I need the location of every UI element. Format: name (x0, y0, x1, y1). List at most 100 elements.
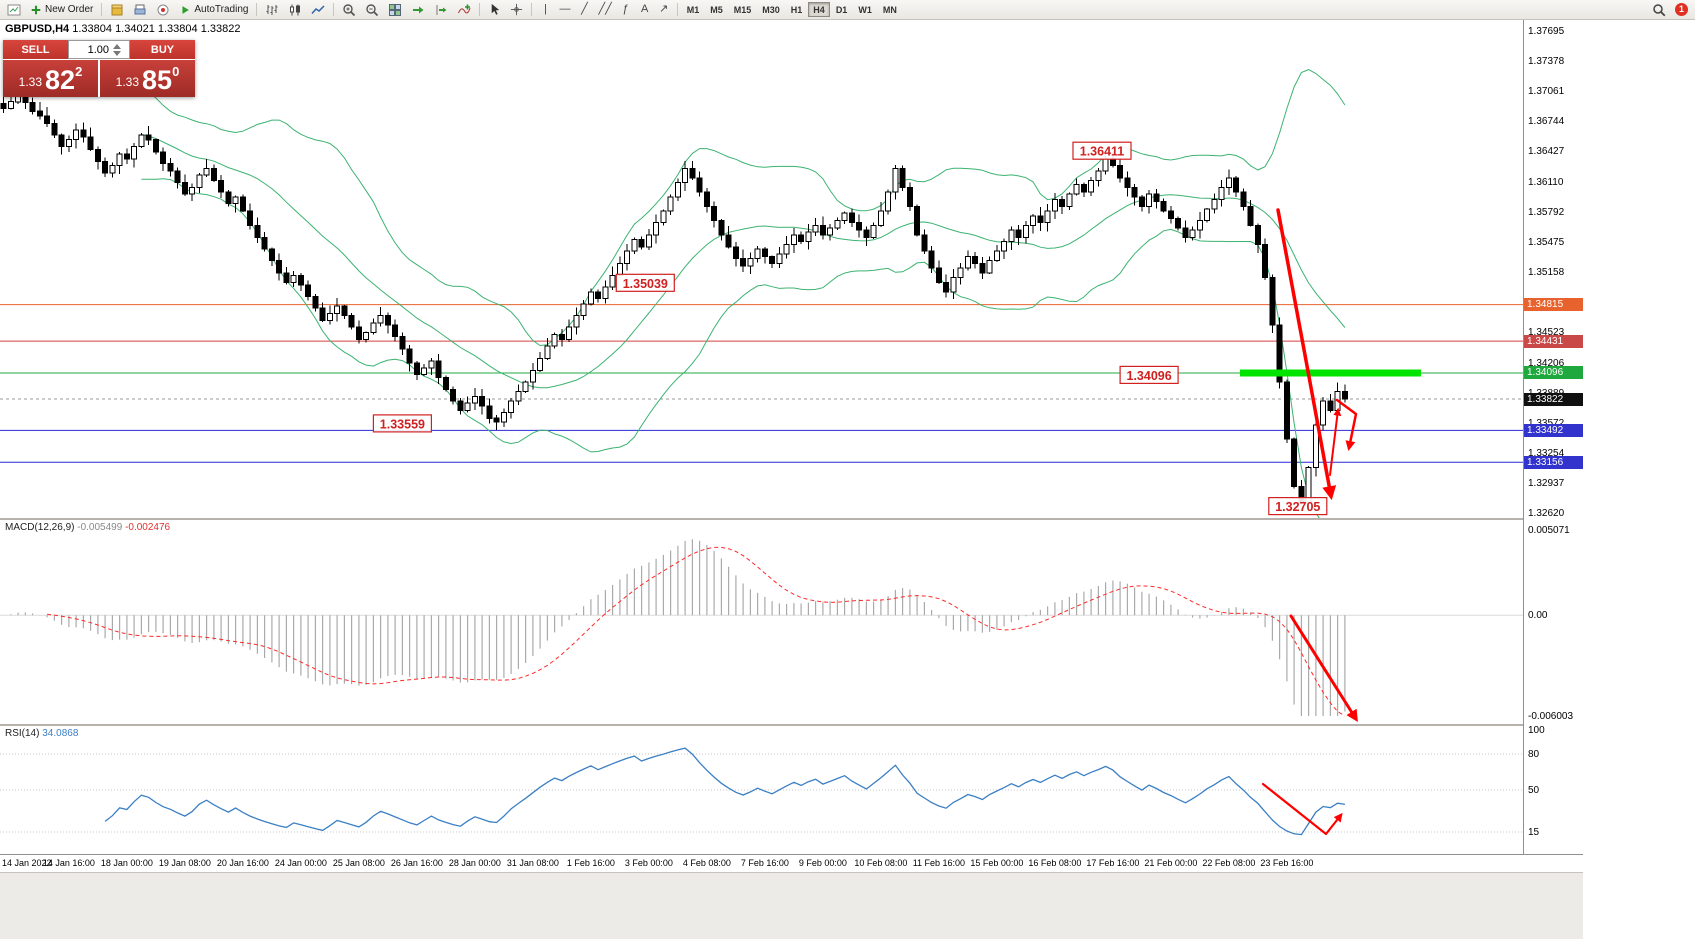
cursor-button[interactable] (484, 1, 505, 18)
fibonacci-button[interactable]: ƒ (617, 1, 635, 18)
time-axis-label: 20 Jan 16:00 (216, 858, 269, 868)
symbol-title: GBPUSD,H4 (5, 23, 70, 35)
axis-tick-label: 15 (1528, 827, 1540, 838)
axis-tick-label: 1.36427 (1528, 146, 1565, 158)
axis-tick-label: 1.32937 (1528, 478, 1565, 490)
vertical-line-button[interactable]: | (536, 1, 554, 18)
candlestick-chart-button[interactable] (284, 1, 306, 18)
zoom-in-button[interactable] (338, 1, 360, 18)
equidistant-channel-button[interactable]: ╱╱ (594, 1, 615, 18)
channel-icon: ╱╱ (598, 3, 612, 15)
time-axis-label: 15 Feb 00:00 (970, 858, 1024, 868)
arrows-tool-button[interactable]: ↗ (655, 1, 673, 18)
time-axis-label: 23 Feb 16:00 (1260, 858, 1314, 868)
time-axis-label: 3 Feb 00:00 (624, 858, 673, 868)
search-icon (1653, 3, 1666, 16)
data-window-button[interactable] (152, 1, 174, 18)
volume-spinners (113, 43, 121, 56)
toolbar-separator (256, 3, 258, 16)
buy-header-button[interactable]: BUY (130, 40, 195, 59)
zoom-out-button[interactable] (361, 1, 383, 18)
tile-windows-button[interactable] (384, 1, 406, 18)
package-button[interactable] (106, 1, 128, 18)
macd-trend-arrow[interactable] (1289, 614, 1358, 723)
search-button[interactable] (1648, 1, 1670, 18)
main-chart-panel[interactable]: 1.36411 1.35039 1.34096 1.33559 1.32705 GBPU… (0, 20, 1583, 520)
rsi-trend-arrow[interactable] (1261, 782, 1343, 836)
axis-tick-label: 50 (1528, 785, 1540, 796)
timeframe-mn-button[interactable]: MN (878, 2, 902, 17)
timeframe-h1-button[interactable]: H1 (786, 2, 808, 17)
timeframe-m30-button[interactable]: M30 (757, 2, 785, 17)
volume-down-spinner[interactable] (113, 50, 121, 56)
volume-box (68, 40, 130, 59)
new-order-button[interactable]: New Order (26, 1, 97, 18)
price-annotation-labels[interactable]: 1.36411 1.35039 1.34096 1.33559 1.32705 (372, 141, 1328, 516)
notifications-button[interactable]: 1 (1671, 1, 1692, 18)
time-axis-label: 11 Feb 16:00 (912, 858, 966, 868)
rsi-canvas[interactable] (0, 726, 1523, 854)
volume-up-spinner[interactable] (113, 43, 121, 49)
axis-tick-label: 1.35792 (1528, 206, 1565, 218)
buy-button[interactable]: 1.33 85 0 (100, 60, 195, 97)
line-chart-icon (311, 4, 325, 14)
trendline-button[interactable]: ╱ (575, 1, 593, 18)
price-level-tag: 1.33492 (1524, 423, 1583, 437)
main-chart-canvas[interactable]: 1.36411 1.35039 1.34096 1.33559 1.32705 (0, 20, 1523, 518)
line-chart-button[interactable] (307, 1, 329, 18)
crosshair-button[interactable] (506, 1, 527, 18)
rsi-panel[interactable]: RSI(14) 34.0868 (0, 726, 1583, 854)
chart-shift-button[interactable] (430, 1, 452, 18)
time-axis-label: 1 Feb 16:00 (566, 858, 615, 868)
trend-arrows-layer[interactable] (1276, 208, 1358, 501)
volume-input[interactable] (69, 43, 111, 56)
bottom-strip (0, 872, 1583, 939)
timeframe-m1-button[interactable]: M1 (682, 2, 705, 17)
toolbar: New Order AutoTrading (0, 0, 1695, 20)
new-order-label: New Order (45, 4, 94, 15)
zoom-in-icon (343, 3, 356, 16)
axis-tick-label: 80 (1528, 749, 1540, 760)
indicators-icon (458, 4, 471, 13)
time-axis-label: 16 Feb 08:00 (1028, 858, 1082, 868)
timeframe-m15-button[interactable]: M15 (729, 2, 757, 17)
auto-scroll-button[interactable] (407, 1, 429, 18)
cursor-icon (492, 3, 500, 15)
time-axis-label: 31 Jan 08:00 (506, 858, 559, 868)
macd-signal-line (47, 546, 1346, 717)
axis-tick-label: 1.37695 (1528, 25, 1565, 37)
printer-icon (134, 4, 146, 14)
macd-canvas[interactable] (0, 520, 1523, 724)
package-icon (111, 4, 123, 15)
candlestick-chart-icon (290, 4, 301, 15)
print-button[interactable] (129, 1, 151, 18)
timeframe-m5-button[interactable]: M5 (705, 2, 728, 17)
autotrading-button[interactable]: AutoTrading (175, 1, 252, 18)
new-chart-button[interactable] (3, 1, 25, 18)
sell-button[interactable]: 1.33 82 2 (3, 60, 98, 97)
time-axis[interactable]: 14 Jan 2022 14 Jan 16:00 18 Jan 00:00 19 Ja… (0, 854, 1583, 872)
sell-header-button[interactable]: SELL (3, 40, 68, 59)
timeframe-w1-button[interactable]: W1 (853, 2, 877, 17)
trade-widget-header: SELL BUY (3, 40, 195, 59)
text-tool-button[interactable]: A (636, 1, 654, 18)
toolbar-separator (479, 3, 481, 16)
time-axis-label: 25 Jan 08:00 (332, 858, 385, 868)
timeframe-h4-button[interactable]: H4 (808, 2, 830, 17)
macd-value-main: -0.005499 (77, 522, 123, 533)
macd-panel[interactable]: MACD(12,26,9) -0.005499 -0.002476 (0, 520, 1583, 726)
price-axis[interactable]: 1.37695 1.37378 1.37061 1.36744 1.36427 1.361… (1523, 20, 1583, 854)
price-level-tag: 1.34096 (1524, 366, 1583, 380)
horizontal-lines-layer[interactable] (0, 304, 1523, 463)
indicators-button[interactable] (453, 1, 475, 18)
time-axis-label: 28 Jan 00:00 (448, 858, 501, 868)
tile-windows-icon (389, 3, 402, 16)
horizontal-line-button[interactable]: ― (555, 1, 574, 18)
time-axis-label: 24 Jan 00:00 (274, 858, 327, 868)
bar-chart-button[interactable] (261, 1, 283, 18)
axis-tick-label: 1.37378 (1528, 56, 1565, 68)
horizontal-line-icon: ― (559, 3, 571, 15)
axis-tick-label: 100 (1528, 725, 1545, 736)
timeframe-d1-button[interactable]: D1 (831, 2, 853, 17)
axis-tick-label: 0.00 (1528, 610, 1548, 622)
